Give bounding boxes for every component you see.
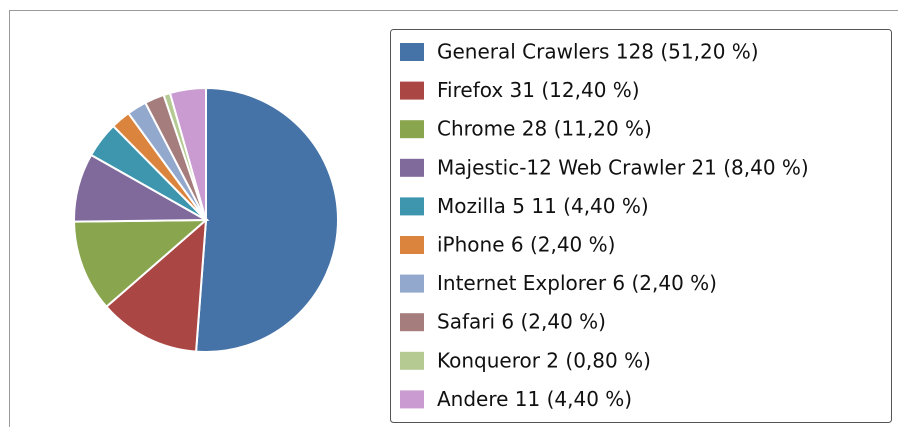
legend-label: Firefox 31 (12,40 %): [437, 78, 640, 102]
legend-label: Andere 11 (4,40 %): [437, 387, 632, 411]
legend-swatch: [400, 158, 424, 177]
pie-slice: [194, 86, 339, 353]
legend-swatch: [400, 120, 424, 139]
legend-swatch: [400, 390, 424, 409]
legend-swatch: [400, 274, 424, 293]
legend-box: [390, 29, 892, 423]
pie-slice: [105, 217, 208, 353]
legend-swatch: [400, 81, 424, 100]
legend-label: Mozilla 5 11 (4,40 %): [437, 194, 649, 218]
legend-swatch: [400, 351, 424, 370]
legend-swatch: [400, 197, 424, 216]
pie-slice: [168, 86, 207, 221]
pie-slice: [72, 218, 209, 309]
legend-swatch: [400, 43, 424, 61]
legend-label: General Crawlers 128 (51,20 %): [437, 40, 759, 64]
legend-label: Majestic-12 Web Crawler 21 (8,40 %): [437, 155, 809, 179]
legend-label: Internet Explorer 6 (2,40 %): [437, 271, 717, 295]
legend-label: Safari 6 (2,40 %): [437, 310, 606, 334]
legend-label: Konqueror 2 (0,80 %): [437, 348, 651, 372]
legend-label: iPhone 6 (2,40 %): [437, 233, 615, 257]
legend-label: Chrome 28 (11,20 %): [437, 117, 652, 141]
legend-swatch: [400, 236, 424, 254]
legend-swatch: [400, 313, 424, 332]
